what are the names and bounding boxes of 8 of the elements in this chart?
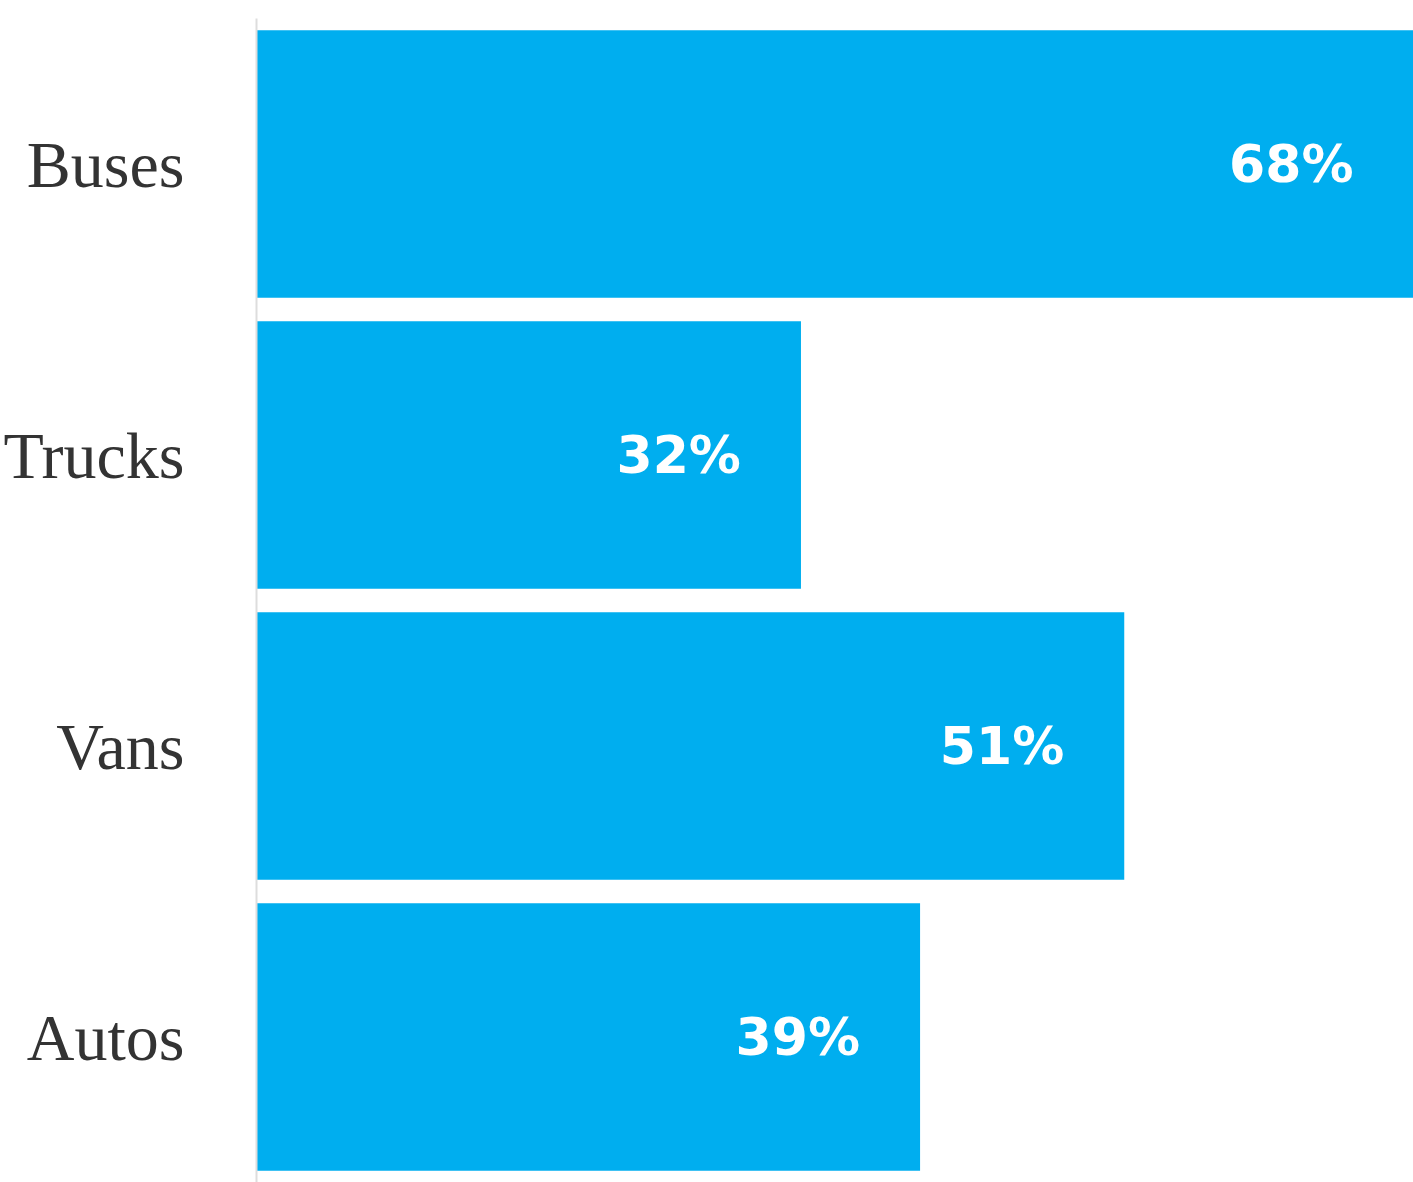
y-tick-label: Vans bbox=[56, 709, 185, 783]
y-tick-label: Autos bbox=[26, 1000, 185, 1074]
y-tick-label: Trucks bbox=[3, 418, 185, 492]
data-label: 51% bbox=[939, 716, 1065, 776]
data-label: 68% bbox=[1229, 134, 1354, 194]
y-tick-label: Buses bbox=[26, 127, 185, 201]
data-label: 39% bbox=[735, 1007, 861, 1067]
data-label: 32% bbox=[616, 425, 741, 485]
